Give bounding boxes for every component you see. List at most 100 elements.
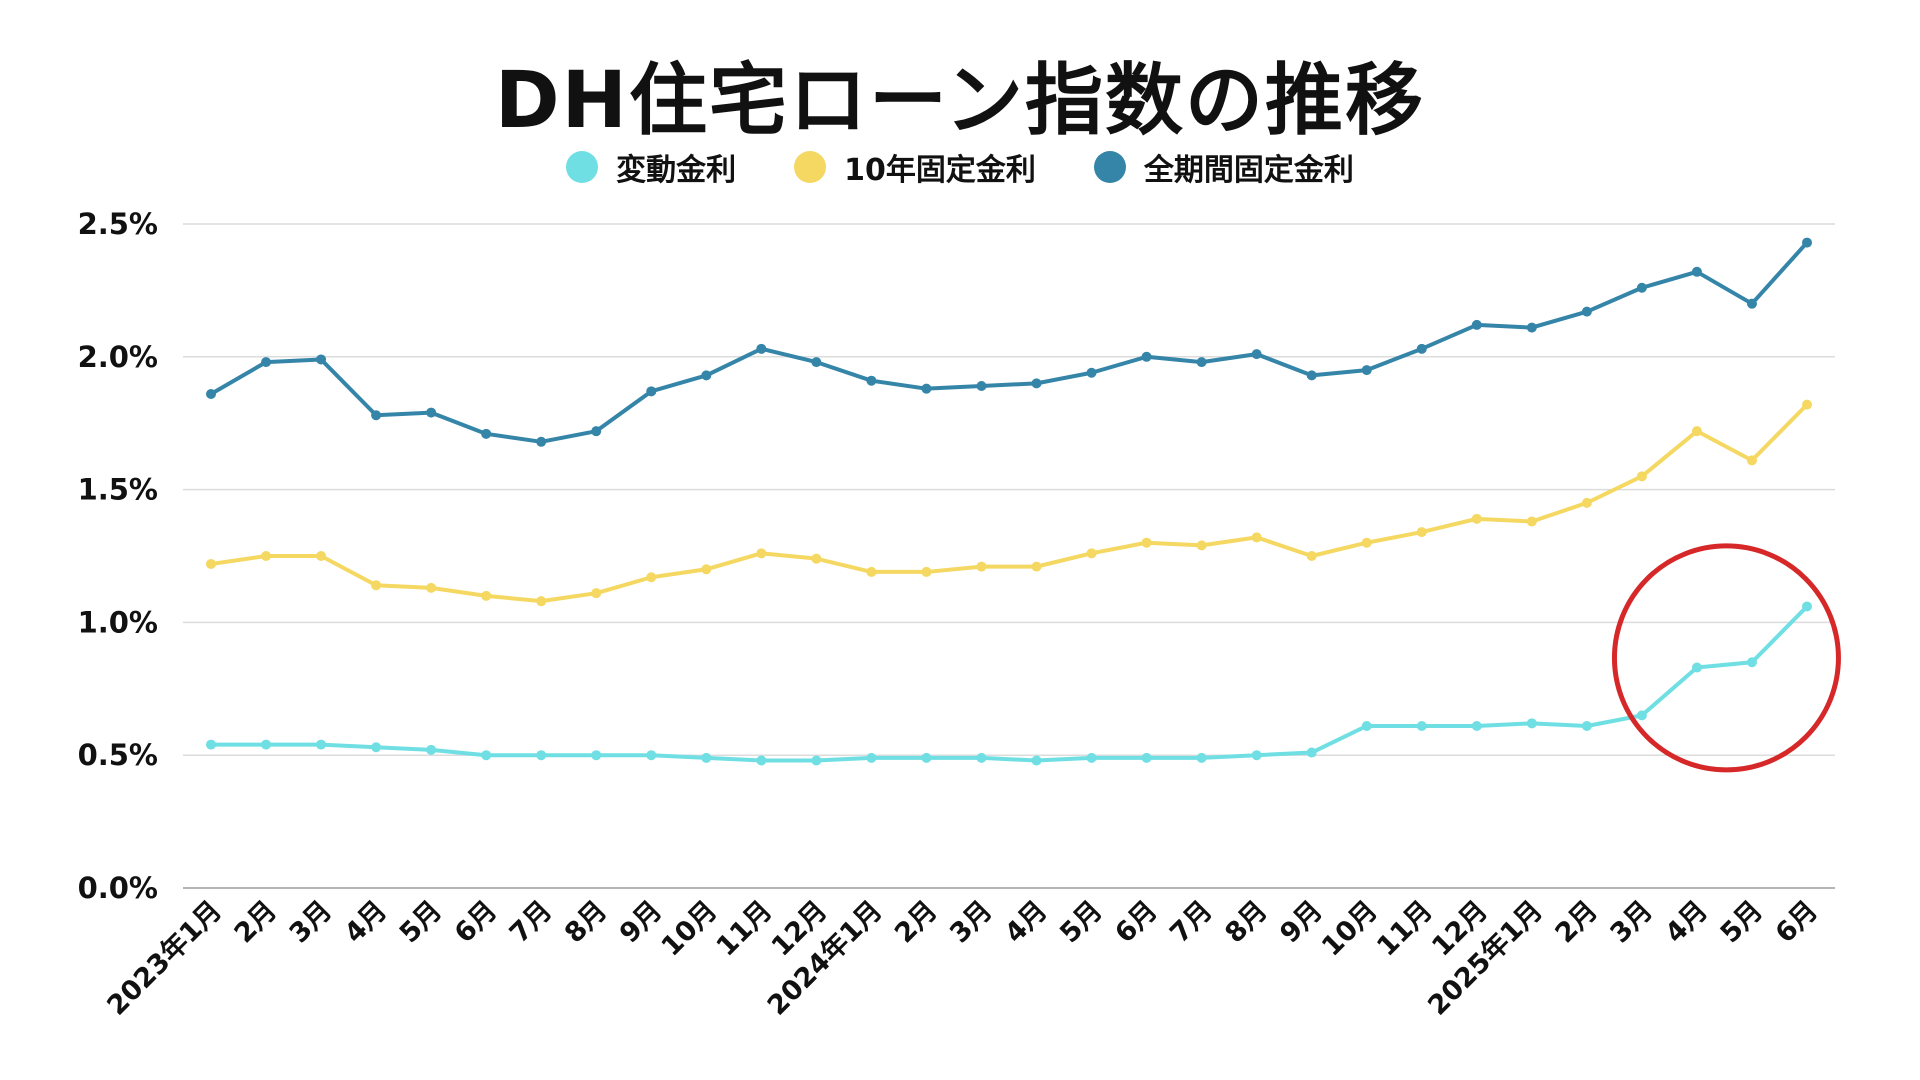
data-point [1086, 752, 1097, 763]
x-tick-label: 8月 [559, 895, 613, 949]
data-point [1691, 426, 1702, 437]
data-point [866, 566, 877, 577]
data-point [1196, 540, 1207, 551]
data-point [1196, 357, 1207, 368]
data-point [811, 357, 822, 368]
data-point [866, 752, 877, 763]
data-point [1031, 755, 1042, 766]
data-point [426, 582, 437, 593]
x-tick-label: 4月 [999, 895, 1053, 949]
data-point [1251, 750, 1262, 761]
x-tick-label: 2月 [1550, 895, 1604, 949]
data-point [1361, 365, 1372, 376]
x-tick-label: 6月 [449, 895, 503, 949]
x-tick-label: 11月 [1371, 895, 1439, 963]
data-point [591, 588, 602, 599]
legend-item-variable: 変動金利 [566, 145, 736, 189]
x-tick-label: 4月 [339, 895, 393, 949]
y-tick-label: 0.0% [78, 871, 158, 905]
legend-marker-variable [566, 151, 599, 183]
data-point [646, 750, 657, 761]
x-tick-label: 5月 [394, 895, 448, 949]
data-point [1746, 455, 1757, 466]
x-tick-label: 5月 [1054, 895, 1108, 949]
y-tick-label: 0.5% [78, 738, 158, 772]
data-point [976, 381, 987, 392]
x-tick-label: 6月 [1109, 895, 1163, 949]
data-point [206, 388, 216, 399]
data-point [426, 407, 437, 418]
data-point [1746, 657, 1757, 668]
data-point [261, 551, 272, 561]
data-point [921, 566, 932, 577]
x-tick-label: 10月 [656, 895, 724, 963]
data-point [316, 354, 327, 365]
legend-label-10yr: 10年固定金利 [844, 153, 1036, 188]
y-tick-label: 1.0% [78, 605, 158, 639]
data-point [371, 580, 382, 591]
data-point [206, 558, 216, 569]
data-point [426, 744, 437, 755]
data-point [1141, 351, 1152, 362]
x-tick-label: 3月 [284, 895, 338, 949]
data-point [1471, 720, 1482, 731]
data-point [1581, 306, 1592, 317]
data-point [646, 572, 657, 583]
data-point [536, 436, 547, 447]
legend-item-full-term: 全期間固定金利 [1093, 145, 1354, 189]
data-point [976, 561, 987, 572]
data-point [1306, 747, 1317, 758]
data-point [481, 750, 492, 761]
data-point [1251, 532, 1262, 543]
data-point [1581, 497, 1592, 508]
data-point [701, 370, 712, 381]
x-tick-label: 2月 [229, 895, 283, 949]
series-line-0 [209, 604, 1809, 763]
data-point [1636, 471, 1647, 482]
x-tick-label: 2月 [889, 895, 943, 949]
data-point [1196, 752, 1207, 763]
data-point [866, 375, 877, 386]
data-point [1416, 343, 1427, 354]
data-point [756, 343, 767, 354]
data-point [1086, 367, 1097, 378]
data-point [591, 750, 602, 761]
data-point [811, 755, 822, 766]
data-point [316, 739, 327, 750]
data-point [1141, 537, 1152, 548]
x-tick-label: 10月 [1316, 895, 1384, 963]
data-point [756, 755, 767, 766]
legend-marker-10yr [794, 151, 827, 183]
data-point [921, 752, 932, 763]
data-point [1802, 399, 1812, 410]
data-point [1636, 710, 1647, 721]
data-point [371, 410, 382, 421]
data-point [1306, 551, 1317, 561]
data-point [261, 357, 272, 368]
data-point [1526, 718, 1537, 729]
legend-label-full-term: 全期間固定金利 [1143, 153, 1354, 188]
data-point [701, 752, 712, 763]
legend-label-variable: 変動金利 [616, 153, 737, 188]
x-tick-label: 7月 [504, 895, 558, 949]
data-point [701, 564, 712, 575]
data-point [1086, 548, 1097, 559]
data-point [1746, 298, 1757, 309]
data-point [1361, 537, 1372, 548]
x-tick-label: 3月 [1605, 895, 1659, 949]
y-tick-label: 1.5% [78, 473, 158, 507]
data-point [1802, 237, 1812, 248]
data-point [591, 426, 602, 437]
data-point [1691, 266, 1702, 277]
data-point [1526, 516, 1537, 527]
data-point [261, 739, 272, 750]
data-point [481, 590, 492, 601]
data-point [921, 383, 932, 394]
data-point [481, 428, 492, 439]
data-point [1471, 319, 1482, 330]
x-tick-label: 6月 [1770, 895, 1824, 949]
x-tick-label: 2023年1月 [101, 894, 228, 1021]
legend: 変動金利 10年固定金利 全期間固定金利 [0, 145, 1920, 189]
data-point [1691, 662, 1702, 673]
